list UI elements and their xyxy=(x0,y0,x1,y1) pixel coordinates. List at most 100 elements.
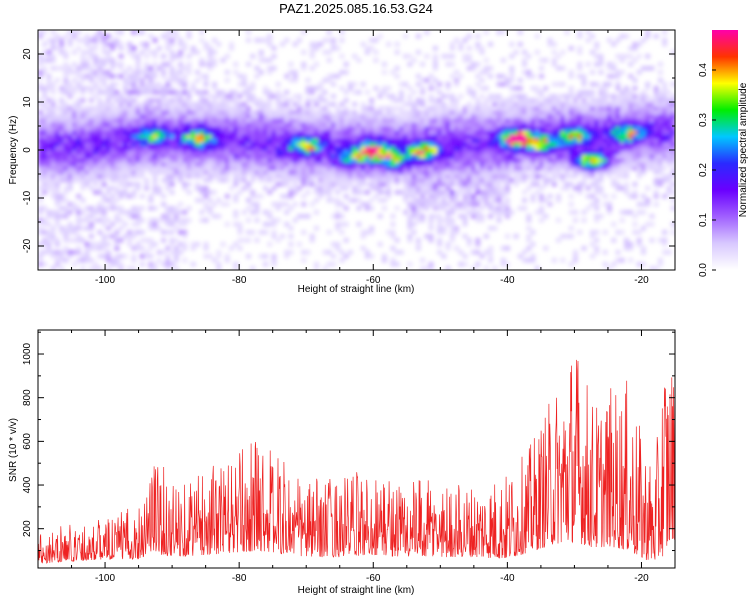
spectrogram-cell xyxy=(479,154,485,159)
spectrogram-cell xyxy=(314,174,319,179)
spectrogram-cell xyxy=(445,202,451,207)
spectrogram-cell xyxy=(54,34,60,39)
spectrogram-cell xyxy=(615,126,621,131)
spectrogram-cell xyxy=(105,110,111,115)
spectrogram-cell xyxy=(611,262,617,267)
spectrogram-cell xyxy=(288,98,294,103)
spectrogram-cell xyxy=(424,138,430,143)
spectrogram-cell xyxy=(301,114,307,119)
spectrogram-cell xyxy=(517,134,523,139)
spectrogram-cell xyxy=(76,150,82,155)
spectrogram-cell xyxy=(233,154,239,159)
spectrogram-cell xyxy=(105,126,111,131)
spectrogram-cell xyxy=(386,118,392,123)
spectrogram-cell xyxy=(263,170,268,175)
spectrogram-cell xyxy=(314,110,319,115)
spectrogram-cell xyxy=(585,102,591,107)
spectrogram-cell xyxy=(63,142,69,147)
spectrogram-cell xyxy=(496,134,502,139)
spectrogram-cell xyxy=(415,190,421,195)
spectrogram-cell xyxy=(428,150,434,155)
spectrogram-cell xyxy=(339,142,345,147)
spectrogram-cell xyxy=(471,138,477,143)
spectrogram-cell xyxy=(195,138,200,143)
spectrogram-cell xyxy=(267,130,273,135)
spectrogram-cell xyxy=(233,178,239,183)
spectrogram-cell xyxy=(216,174,222,179)
spectrogram-cell xyxy=(454,110,460,115)
spectrogram-cell xyxy=(233,122,239,127)
spectrogram-cell xyxy=(581,178,587,183)
spectrogram-cell xyxy=(517,42,523,47)
spectrogram-cell xyxy=(360,230,366,235)
spectrogram-cell xyxy=(118,98,124,103)
spectrogram-cell xyxy=(63,70,69,75)
spectrogram-cell xyxy=(224,106,230,111)
spectrogram-cell xyxy=(483,186,489,191)
spectrogram-cell xyxy=(110,102,116,107)
spectrogram-cell xyxy=(314,122,319,127)
spectrogram-cell xyxy=(101,102,107,107)
spectrogram-cell xyxy=(539,186,544,191)
spectrogram-cell xyxy=(539,110,544,115)
spectrogram-cell xyxy=(458,178,464,183)
spectrogram-cell xyxy=(331,158,336,163)
spectrogram-cell xyxy=(602,154,608,159)
spectrogram-cell xyxy=(373,58,379,63)
spectrogram-cell xyxy=(250,158,256,163)
spectrogram-cell xyxy=(212,202,217,207)
spectrogram-cell xyxy=(241,106,247,111)
spectrogram-cell xyxy=(233,150,239,155)
spectrogram-cell xyxy=(148,86,154,91)
spectrogram-cell xyxy=(415,74,421,79)
spectrogram-cell xyxy=(377,190,383,195)
spectrogram-cell xyxy=(475,82,481,87)
spectrogram-cell xyxy=(403,198,409,203)
spectrogram-cell xyxy=(331,214,336,219)
spectrogram-cell xyxy=(105,186,111,191)
spectrogram-cell xyxy=(169,110,175,115)
spectrogram-cell xyxy=(314,42,319,47)
spectrogram-cell xyxy=(666,158,672,163)
spectrogram-cell xyxy=(101,118,107,123)
spectrogram-cell xyxy=(305,90,311,95)
spectrogram-cell xyxy=(105,90,111,95)
spectrogram-cell xyxy=(564,122,570,127)
spectrogram-cell xyxy=(343,162,349,167)
spectrogram-cell xyxy=(88,206,94,211)
spectrogram-cell xyxy=(343,178,349,183)
spectrogram-cell xyxy=(428,190,434,195)
spectrogram-cell xyxy=(445,118,451,123)
spectrogram-cell xyxy=(165,126,171,131)
spectrogram-cell xyxy=(420,198,426,203)
spectrogram-cell xyxy=(127,230,133,235)
spectrogram-cell xyxy=(178,130,183,135)
spectrogram-cell xyxy=(152,158,158,163)
spectrogram-cell xyxy=(441,118,447,123)
spectrogram-cell xyxy=(581,82,587,87)
spectrogram-cell xyxy=(475,42,481,47)
spectrogram-cell xyxy=(462,150,468,155)
spectrogram-cell xyxy=(46,166,52,171)
spectrogram-cell xyxy=(216,250,222,255)
spectrogram-cell xyxy=(139,134,145,139)
spectrogram-cell xyxy=(420,138,426,143)
spectrogram-cell xyxy=(207,174,213,179)
spectrogram-cell xyxy=(195,106,200,111)
spectrogram-cell xyxy=(488,178,493,183)
spectrogram-cell xyxy=(432,194,438,199)
spectrogram-cell xyxy=(284,166,290,171)
spectrogram-cell xyxy=(352,114,358,119)
spectrogram-cell xyxy=(110,62,116,67)
spectrogram-cell xyxy=(398,126,404,131)
spectrogram-cell xyxy=(628,138,634,143)
spectrogram-cell xyxy=(212,118,217,123)
spectrogram-cell xyxy=(479,138,485,143)
spectrogram-cell xyxy=(394,170,400,175)
spectrogram-cell xyxy=(169,242,175,247)
spectrogram-x-tick-label: -20 xyxy=(634,275,649,286)
spectrogram-cell xyxy=(84,158,90,163)
spectrogram-cell xyxy=(161,178,166,183)
spectrogram-cell xyxy=(590,234,595,239)
spectrogram-cell xyxy=(59,66,65,71)
